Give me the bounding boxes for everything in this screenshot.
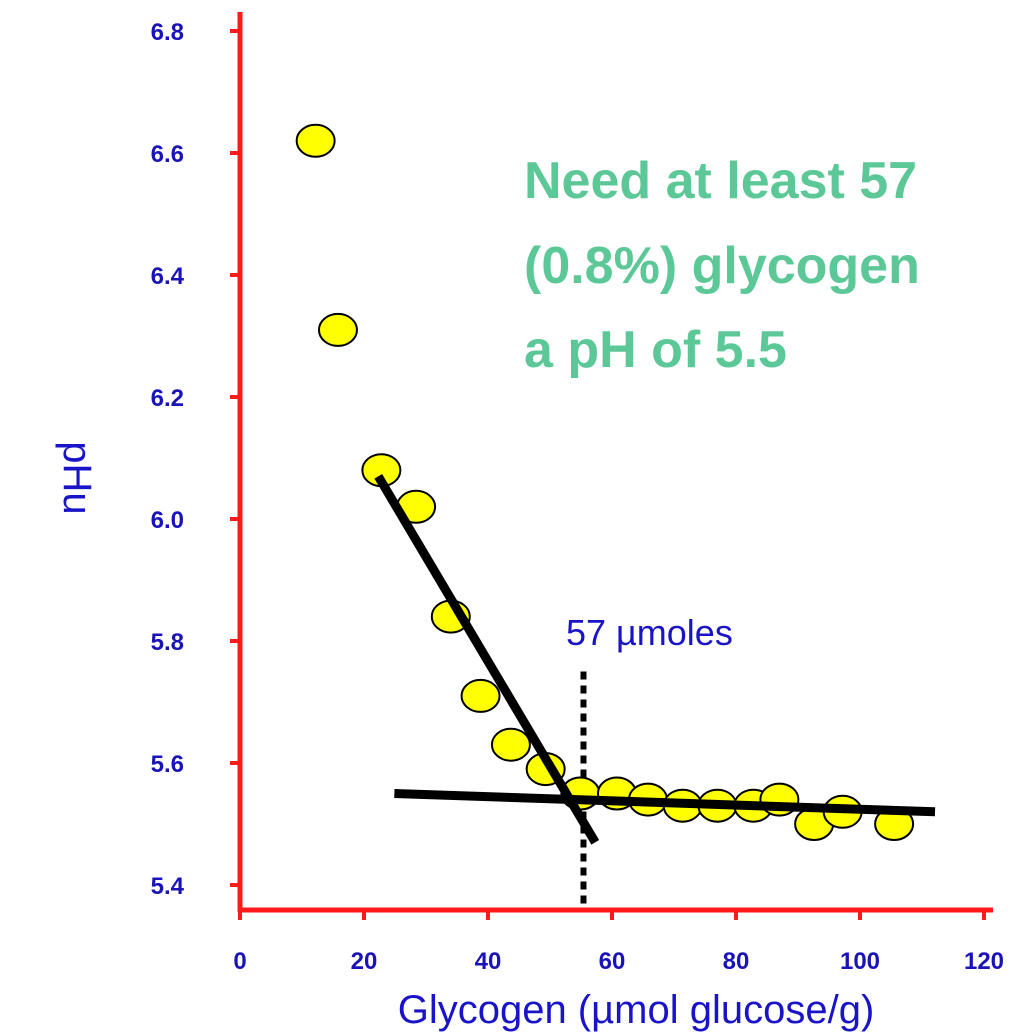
y-tick-label-6: 6.6: [151, 141, 184, 168]
data-points: [295, 123, 915, 841]
note-line-3: a pH of 5.5: [524, 321, 787, 379]
x-tick-label-4: 80: [723, 948, 750, 975]
y-tick-label-7: 6.8: [151, 19, 184, 46]
trend-line-0: [374, 474, 600, 845]
note-line-1: Need at least 57: [524, 152, 917, 210]
trend-line-1: [394, 789, 936, 817]
data-point-6: [490, 727, 531, 762]
x-axis-title: Glycogen (µmol glucose/g): [398, 988, 875, 1032]
x-tick-label-0: 0: [233, 948, 246, 975]
x-axis-tick-labels: 0 20 40 60 80 100 120: [233, 948, 1004, 975]
y-axis-group: 5.4 5.6 5.8 6.0 6.2 6.4 6.6 6.8: [151, 12, 243, 912]
y-tick-label-4: 6.2: [151, 385, 184, 412]
y-tick-label-1: 5.6: [151, 751, 184, 778]
y-tick-label-2: 5.8: [151, 629, 184, 656]
x-tick-label-6: 120: [964, 948, 1004, 975]
x-axis-group: 0 20 40 60 80 100 120: [233, 907, 1004, 975]
note-line-2: (0.8%) glycogen: [524, 237, 920, 295]
x-tick-label-2: 40: [475, 948, 502, 975]
x-tick-label-3: 60: [599, 948, 626, 975]
x-tick-label-1: 20: [351, 948, 378, 975]
y-axis-ticks: [230, 29, 240, 887]
y-tick-label-0: 5.4: [151, 873, 185, 900]
data-point-5: [460, 678, 501, 713]
data-point-1: [317, 312, 358, 347]
x-tick-label-5: 100: [840, 948, 880, 975]
y-axis-tick-labels: 5.4 5.6 5.8 6.0 6.2 6.4 6.6 6.8: [151, 19, 185, 900]
y-tick-label-3: 6.0: [151, 507, 184, 534]
y-tick-label-5: 6.4: [151, 263, 185, 290]
threshold-label: 57 µmoles: [566, 612, 733, 653]
data-point-0: [295, 123, 336, 158]
y-axis-title: pHu: [55, 441, 99, 514]
trend-lines: [374, 474, 936, 845]
